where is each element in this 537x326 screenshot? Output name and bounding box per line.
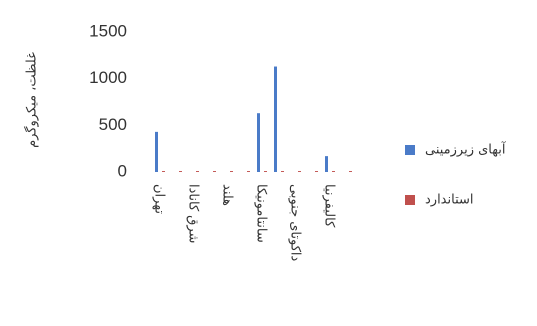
- bar: [155, 131, 158, 172]
- bar: [179, 171, 182, 172]
- bar: [274, 66, 277, 172]
- bar: [162, 171, 165, 172]
- x-tick-label: هلند: [220, 184, 235, 206]
- bar: [264, 171, 267, 172]
- x-tick-label: تهران: [152, 184, 167, 214]
- bar: [349, 171, 352, 172]
- bar: [257, 113, 260, 172]
- y-tick-label: 0: [118, 161, 127, 180]
- y-tick-label: 1000: [89, 68, 127, 87]
- x-tick-label: داکوتای جنوبی: [288, 184, 303, 262]
- bar: [298, 171, 301, 172]
- x-tick-label: سانتامونیکا: [254, 184, 269, 243]
- legend-swatch: [405, 195, 415, 205]
- bar: [281, 171, 284, 172]
- bar: [213, 171, 216, 172]
- x-tick-label: شرق کانادا: [186, 184, 201, 243]
- bar: [247, 171, 250, 172]
- legend-label: آبهای زیرزمینی: [425, 141, 507, 158]
- bar: [196, 171, 199, 172]
- bar: [315, 171, 318, 172]
- y-axis-title: غلظت، میکروگرم: [24, 52, 40, 148]
- y-tick-label: 1500: [89, 21, 127, 40]
- bar: [230, 171, 233, 172]
- bar: [332, 171, 335, 172]
- y-tick-label: 500: [99, 115, 127, 134]
- bar: [325, 156, 328, 172]
- legend-label: استاندارد: [425, 193, 474, 208]
- legend-swatch: [405, 145, 415, 155]
- x-tick-label: کالیفرنیا: [322, 184, 337, 228]
